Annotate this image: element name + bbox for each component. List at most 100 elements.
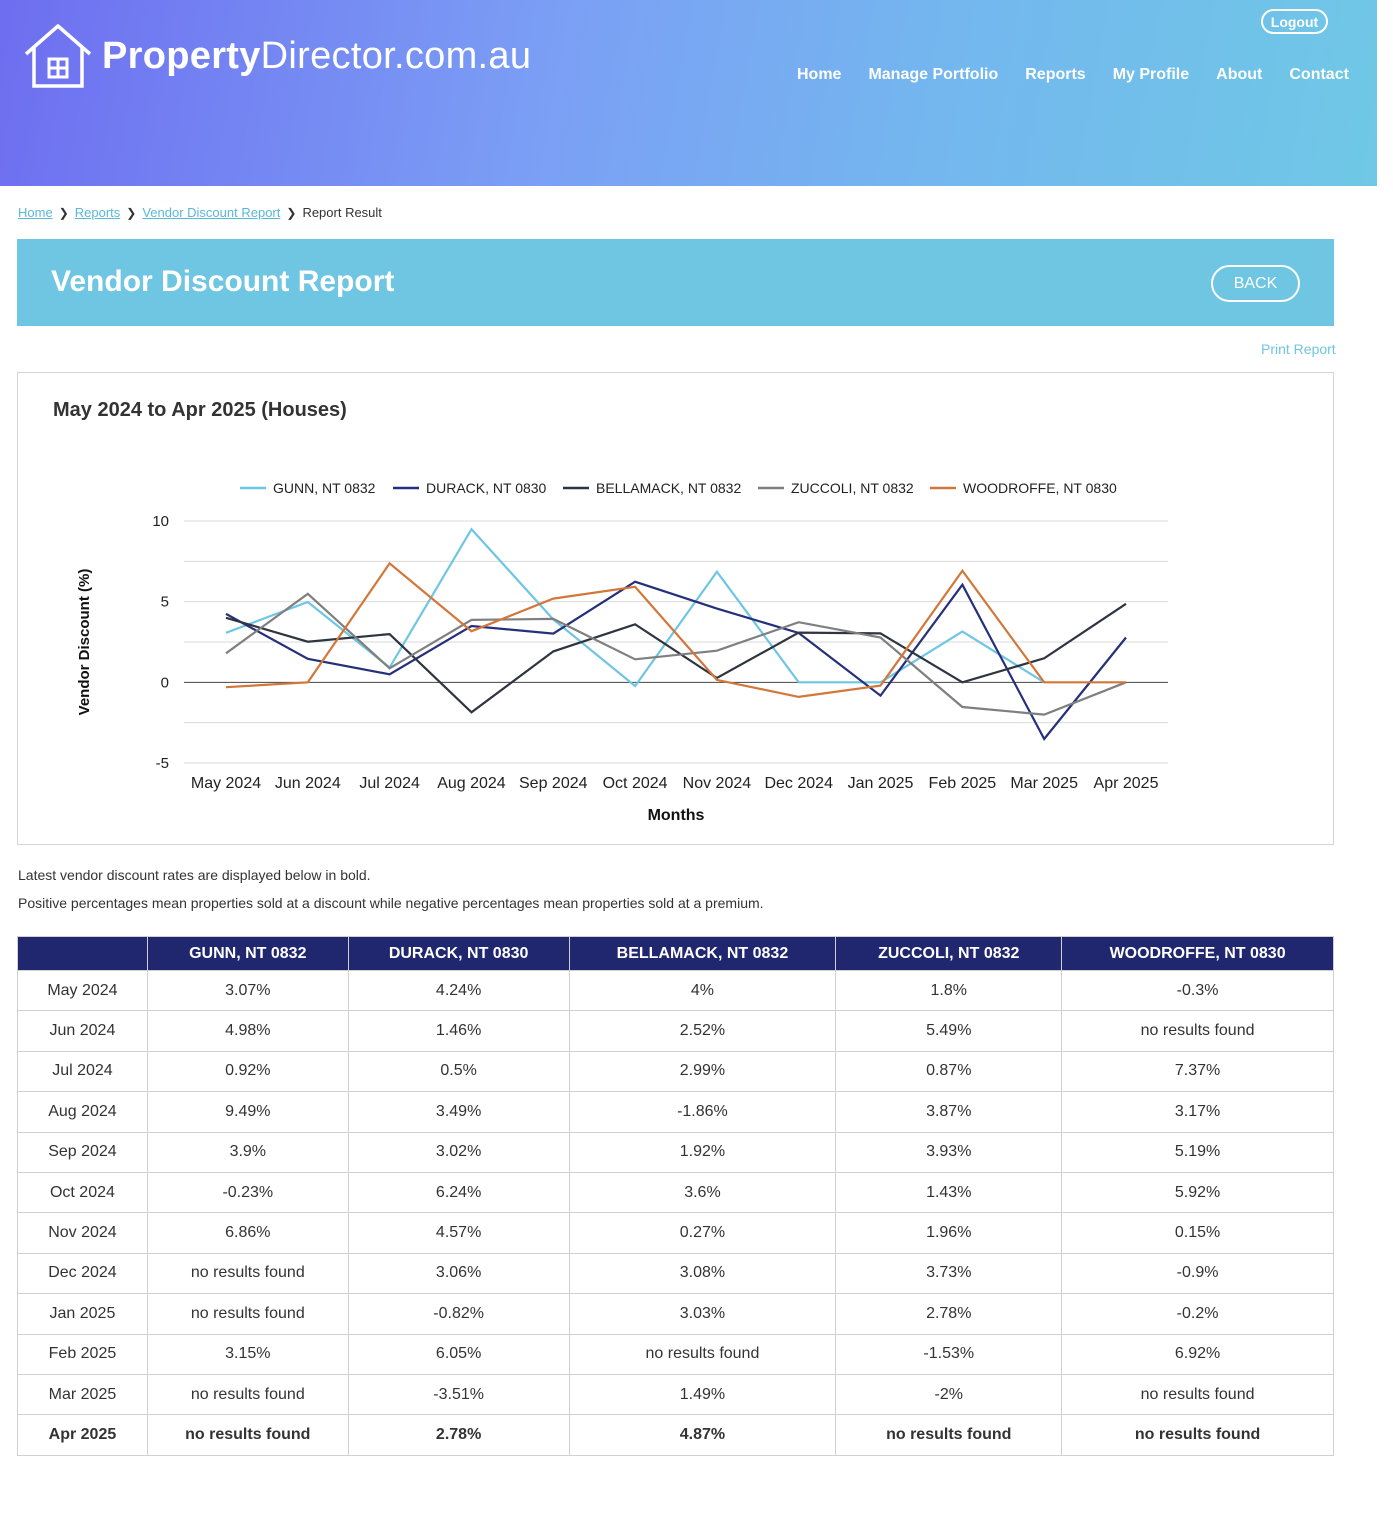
table-cell-value: 1.96% [835,1212,1063,1254]
series-line-bellamack [225,602,1127,714]
x-tick-label: Jul 2024 [359,775,420,792]
legend-label: GUNN, NT 0832 [273,480,376,496]
nav-manage-portfolio[interactable]: Manage Portfolio [868,66,999,83]
table-cell-value: no results found [146,1414,349,1456]
table-cell-value: 5.92% [1061,1171,1334,1214]
logo-text: PropertyDirector.com.au [102,35,531,78]
x-tick-label: Dec 2024 [764,775,833,792]
table-cell-value: 3.03% [568,1293,837,1335]
table-cell-value: -0.2% [1061,1293,1334,1335]
col-header-gunn: GUNN, NT 0832 [146,936,349,971]
table-cell-month: May 2024 [17,969,148,1012]
table-cell-value: 0.92% [146,1050,349,1093]
legend-label: WOODROFFE, NT 0830 [963,480,1117,496]
series-line-zuccoli [225,592,1127,716]
series-line-durack [225,580,1127,741]
x-tick-label: Jan 2025 [848,775,914,792]
table-cell-value: 0.5% [347,1050,570,1093]
table-cell-value: -0.82% [347,1293,570,1335]
table-cell-value: 0.27% [568,1212,837,1254]
print-report-link[interactable]: Print Report [1261,341,1336,357]
table-cell-value: 6.05% [347,1333,570,1375]
house-logo-icon [24,24,92,88]
table-cell-value: no results found [146,1293,349,1335]
legend-label: ZUCCOLI, NT 0832 [791,480,914,496]
logo-text-bold: Property [102,34,261,77]
nav-reports[interactable]: Reports [1025,66,1086,83]
table-cell-value: 4.98% [146,1010,349,1052]
table-row: Dec 2024 no results found 3.06% 3.08% 3.73% -… [17,1252,1334,1295]
logout-button[interactable]: Logout [1261,9,1328,34]
col-header-woodroffe: WOODROFFE, NT 0830 [1061,936,1334,971]
y-tick-label: 10 [152,513,169,530]
breadcrumb-vendor-discount-report[interactable]: Vendor Discount Report [142,205,281,220]
table-cell-value: 2.78% [835,1293,1063,1335]
table-row: Oct 2024 -0.23% 6.24% 3.6% 1.43% 5.92% [17,1171,1334,1214]
table-cell-value: 1.43% [835,1171,1063,1214]
table-cell-value: no results found [1061,1373,1334,1416]
back-button[interactable]: BACK [1211,265,1300,302]
vendor-discount-chart: 10 5 0 -5 May 2024 Jun 2024 Jul 2024 Aug 2024 Se… [76,480,1168,824]
site-logo[interactable]: PropertyDirector.com.au [22,22,531,90]
table-cell-value: -1.86% [568,1091,837,1133]
chevron-right-icon: ❯ [286,205,297,220]
col-header-month [17,936,148,971]
table-cell-value: 0.87% [835,1050,1063,1093]
table-cell-value: 3.17% [1061,1091,1334,1133]
table-cell-value: 4.87% [568,1414,837,1456]
table-row: Jun 2024 4.98% 1.46% 2.52% 5.49% no results f… [17,1010,1334,1052]
nav-contact[interactable]: Contact [1289,66,1349,83]
table-cell-value: 1.46% [347,1010,570,1052]
main-nav: Home Manage Portfolio Reports My Profile… [797,66,1349,84]
table-cell-value: 2.52% [568,1010,837,1052]
table-cell-value: 3.07% [146,969,349,1012]
chart-panel: May 2024 to Apr 2025 (Houses) 10 5 0 -5 May … [17,372,1334,845]
table-cell-month: Aug 2024 [17,1091,148,1133]
table-row: Jan 2025 no results found -0.82% 3.03% 2.78%… [17,1293,1334,1335]
table-cell-value: -0.23% [146,1171,349,1214]
table-cell-month: Jan 2025 [17,1293,148,1335]
table-row: Nov 2024 6.86% 4.57% 0.27% 1.96% 0.15% [17,1212,1334,1254]
x-tick-label: Sep 2024 [519,775,588,792]
table-cell-month: Dec 2024 [17,1252,148,1295]
y-tick-label: 0 [161,674,169,691]
logo-text-light: Director.com.au [260,34,532,77]
table-cell-value: no results found [1061,1414,1334,1456]
table-cell-value: 5.49% [835,1010,1063,1052]
nav-about[interactable]: About [1216,66,1263,83]
table-cell-value: 3.15% [146,1333,349,1375]
table-body: May 2024 3.07% 4.24% 4% 1.8% -0.3% Jun 2024 4.9… [17,969,1334,1456]
table-row: Jul 2024 0.92% 0.5% 2.99% 0.87% 7.37% [17,1050,1334,1093]
table-cell-value: no results found [146,1252,349,1295]
table-cell-value: no results found [1061,1010,1334,1052]
table-cell-value: 6.92% [1061,1333,1334,1375]
vendor-discount-table: GUNN, NT 0832 DURACK, NT 0830 BELLAMACK,… [17,936,1334,1456]
x-tick-label: Aug 2024 [437,775,506,792]
breadcrumb-current: Report Result [302,205,382,220]
table-cell-value: 3.73% [835,1252,1063,1295]
nav-my-profile[interactable]: My Profile [1112,66,1190,83]
table-cell-value: -0.3% [1061,969,1334,1012]
breadcrumb-reports[interactable]: Reports [74,205,121,220]
x-tick-label: Feb 2025 [929,775,997,792]
table-cell-value: -0.9% [1061,1252,1334,1295]
nav-home[interactable]: Home [797,66,842,83]
table-cell-value: -2% [835,1373,1063,1416]
table-cell-value: 3.49% [347,1091,570,1133]
table-row: Feb 2025 3.15% 6.05% no results found -1.53%… [17,1333,1334,1375]
title-banner: Vendor Discount Report BACK [17,239,1334,326]
series-line-woodroffe [225,561,1126,699]
page-title: Vendor Discount Report [51,265,395,298]
x-tick-label: Apr 2025 [1094,775,1159,792]
breadcrumb-home[interactable]: Home [18,205,53,220]
table-cell-value: no results found [835,1414,1063,1456]
table-cell-value: 1.49% [568,1373,837,1416]
chevron-right-icon: ❯ [58,205,69,220]
table-cell-value: no results found [146,1373,349,1416]
table-cell-value: 1.8% [835,969,1063,1012]
table-cell-month: Jul 2024 [17,1050,148,1093]
x-tick-label: Jun 2024 [275,775,341,792]
table-cell-value: 3.6% [568,1171,837,1214]
table-row: Apr 2025 no results found 2.78% 4.87% no res… [17,1414,1334,1456]
note-bold-latest: Latest vendor discount rates are display… [18,867,371,883]
